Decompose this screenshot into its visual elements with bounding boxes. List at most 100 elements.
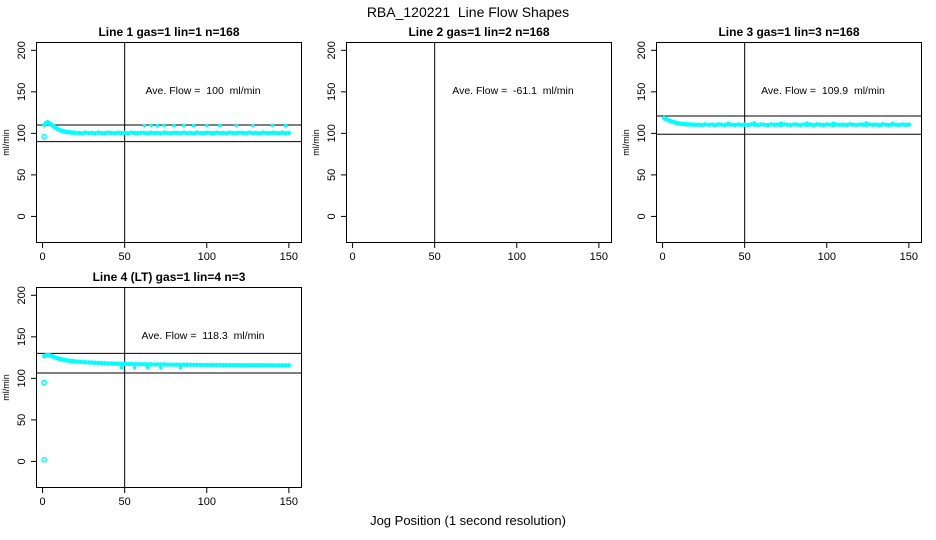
data-point: [191, 131, 196, 136]
data-point: [214, 130, 219, 135]
data-point: [237, 362, 242, 368]
y-tick-label: 50: [16, 169, 28, 181]
data-point: [115, 130, 121, 135]
data-point: [155, 130, 160, 135]
data-point: [831, 121, 836, 125]
data-point: [253, 130, 259, 135]
data-point: [119, 361, 124, 366]
data-point: [781, 122, 787, 127]
data-point: [280, 130, 285, 135]
data-point: [178, 365, 183, 370]
data-point: [742, 122, 747, 127]
data-point: [716, 122, 721, 127]
data-point: [152, 130, 157, 136]
data-point: [135, 361, 141, 367]
outlier-point: [41, 379, 48, 386]
data-point: [283, 130, 288, 136]
data-point: [240, 130, 246, 136]
panel-title: Line 4 (LT) gas=1 lin=4 n=3: [92, 270, 246, 284]
data-point: [158, 362, 163, 367]
data-point: [240, 362, 246, 368]
data-point: [181, 130, 186, 135]
data-point: [270, 123, 275, 128]
data-point: [132, 361, 137, 367]
data-point: [877, 122, 882, 128]
data-point: [276, 363, 282, 368]
data-point: [171, 362, 177, 367]
data-point: [712, 122, 718, 128]
data-point: [870, 122, 875, 128]
data-point: [145, 362, 150, 367]
plot-area-line-3: 0 50 100 150 0 50 100 150 200 ml/min: [621, 41, 922, 263]
x-tick-label: 50: [429, 251, 441, 263]
data-point: [96, 130, 101, 135]
data-point: [283, 363, 288, 368]
data-point: [204, 123, 209, 128]
data-point: [145, 365, 150, 370]
panel-line-1: Line 1 gas=1 lin=1 n=168 0 50 100 150 0 50 100…: [1, 25, 302, 263]
data-point: [142, 123, 147, 128]
data-point: [73, 130, 78, 135]
data-point: [132, 130, 137, 136]
data-point: [158, 365, 163, 370]
data-point: [220, 130, 226, 135]
data-point: [696, 122, 701, 127]
y-tick-label: 50: [16, 414, 28, 426]
data-point: [801, 122, 806, 127]
x-axis-label: Jog Position (1 second resolution): [370, 513, 566, 528]
data-point: [247, 362, 252, 368]
data-point: [706, 122, 711, 128]
data-point: [791, 122, 797, 127]
data-point: [266, 130, 272, 136]
y-axis-label: ml/min: [1, 374, 11, 401]
data-point: [785, 122, 790, 127]
y-tick-label: 100: [636, 124, 648, 142]
data-point: [795, 122, 800, 127]
plot-box: [656, 42, 922, 243]
data-point: [719, 122, 724, 127]
data-point: [765, 122, 770, 128]
data-point: [758, 122, 764, 127]
data-point: [86, 130, 91, 136]
x-tick-label: 100: [198, 251, 216, 263]
data-point: [726, 121, 731, 125]
data-point: [880, 122, 885, 127]
data-point: [250, 363, 255, 368]
data-point: [273, 363, 278, 368]
data-point: [201, 362, 206, 368]
data-point: [132, 365, 137, 370]
data-point: [903, 122, 908, 128]
y-tick-label: 0: [636, 213, 648, 219]
data-point: [79, 130, 85, 136]
data-point: [250, 130, 255, 136]
panel-line-3: Line 3 gas=1 lin=3 n=168 0 50 100 150 0 50 100…: [621, 25, 922, 263]
data-point: [152, 362, 157, 367]
data-point: [148, 130, 154, 135]
data-point: [155, 362, 160, 367]
data-point: [148, 362, 154, 367]
data-point: [89, 360, 95, 365]
data-point: [172, 123, 176, 128]
data-point: [230, 130, 236, 136]
data-point: [253, 363, 259, 368]
data-point: [109, 361, 114, 366]
data-point: [699, 122, 705, 128]
x-tick-label: 100: [508, 251, 526, 263]
data-point: [260, 130, 265, 135]
data-point: [191, 123, 196, 128]
data-point: [184, 362, 190, 367]
data-point: [165, 362, 170, 367]
y-axis-label: ml/min: [1, 129, 11, 156]
figure-title: RBA_120221 Line Flow Shapes: [366, 4, 570, 20]
data-point: [250, 123, 255, 128]
data-point: [79, 359, 85, 365]
data-point: [709, 122, 715, 127]
data-point: [808, 122, 813, 127]
y-tick-label: 50: [326, 169, 338, 181]
data-point: [224, 362, 229, 368]
data-point: [886, 122, 892, 128]
y-tick-label: 100: [326, 124, 338, 142]
data-point: [109, 130, 114, 136]
data-point: [106, 130, 111, 135]
